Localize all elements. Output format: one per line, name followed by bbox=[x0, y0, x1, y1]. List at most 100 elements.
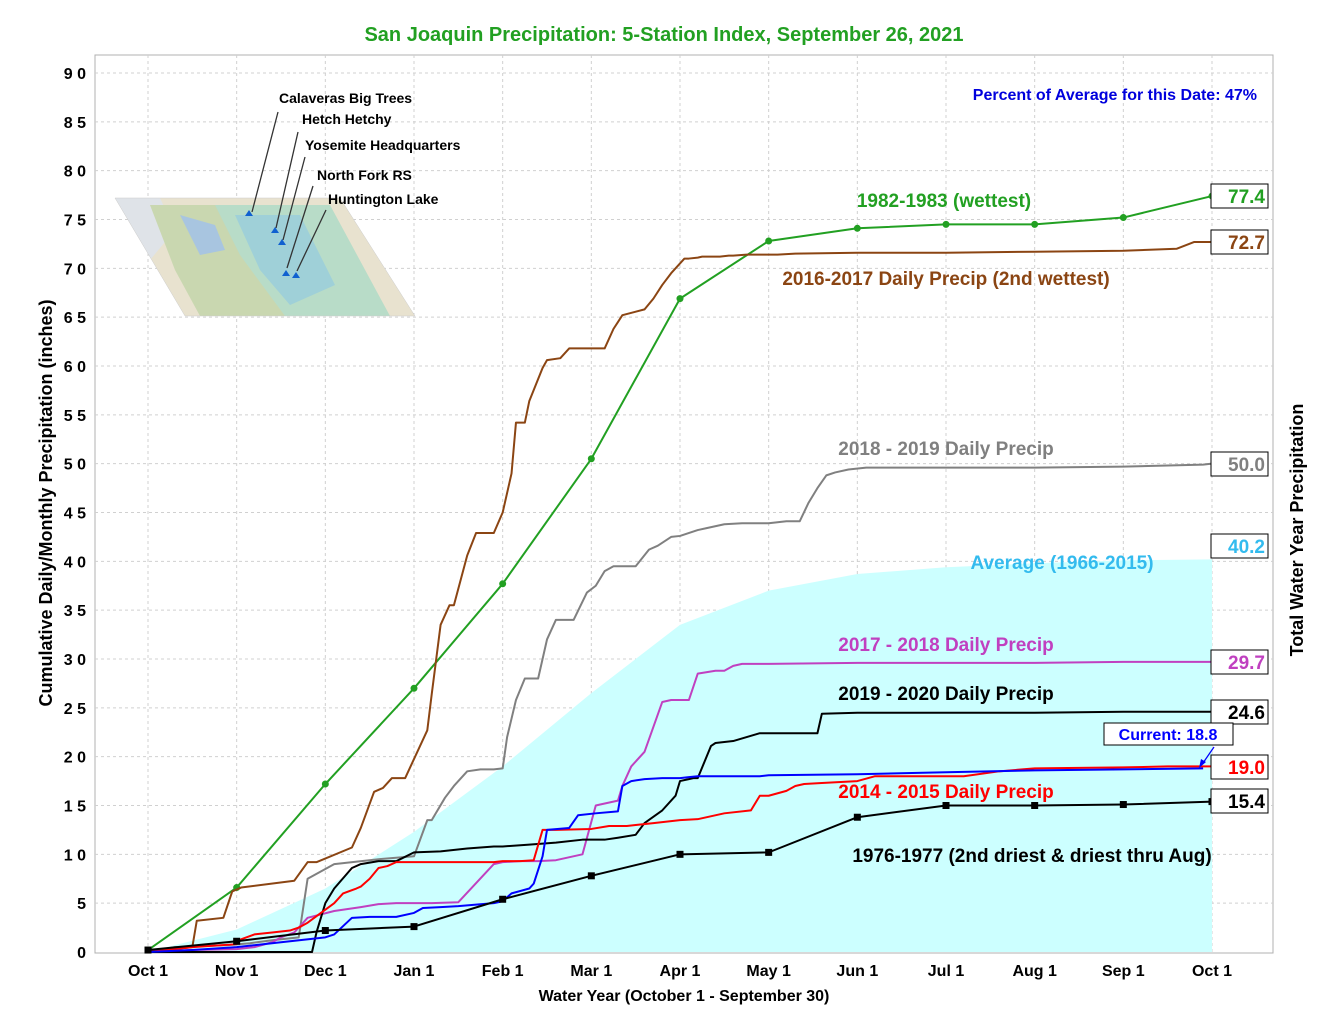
series-label-2016-2017-daily-precip-2nd-wettest: 2016-2017 Daily Precip (2nd wettest) bbox=[782, 269, 1109, 290]
data-point bbox=[1119, 214, 1127, 222]
data-point bbox=[1119, 801, 1127, 809]
map-label-yosemite: Yosemite Headquarters bbox=[305, 137, 461, 153]
total-box bbox=[1210, 229, 1269, 255]
x-tick-label: Dec 1 bbox=[304, 963, 347, 980]
series-line-2014-2015-daily-precip bbox=[147, 765, 1212, 953]
y-tick-labels: 0 5 1 0 1 5 2 0 2 5 3 0 3 5 4 0 4 5 5 0 5 5 6 0 6 5 7 … bbox=[64, 66, 86, 962]
data-point bbox=[410, 923, 418, 931]
current-label: Current: 18.8 bbox=[1119, 727, 1218, 744]
x-tick-label: Apr 1 bbox=[660, 963, 701, 980]
series-label-2019-2020-daily-precip: 2019 - 2020 Daily Precip bbox=[838, 684, 1053, 705]
x-tick-label: Feb 1 bbox=[482, 963, 524, 980]
series-line-2016-2017-daily-precip-2nd-wettest bbox=[147, 240, 1212, 953]
y-axis-label: Cumulative Daily/Monthly Precipitation (… bbox=[36, 299, 56, 706]
data-point bbox=[676, 295, 684, 303]
station-marker-icon bbox=[278, 239, 286, 245]
current-pointer bbox=[1202, 746, 1215, 764]
map-label-hetch-hetchy: Hetch Hetchy bbox=[302, 111, 392, 127]
y-tick-label: 7 5 bbox=[64, 213, 86, 230]
total-box bbox=[1210, 451, 1269, 477]
y-tick-label: 6 5 bbox=[64, 310, 86, 327]
y-tick-label: 5 bbox=[77, 896, 86, 913]
y-tick-label: 8 0 bbox=[64, 164, 86, 181]
data-point bbox=[321, 780, 329, 788]
data-point bbox=[676, 850, 684, 858]
current-box bbox=[1103, 722, 1234, 746]
percent-of-average: Percent of Average for this Date: 47% bbox=[973, 87, 1257, 104]
series-label-1982-1983-wettest: 1982-1983 (wettest) bbox=[857, 191, 1031, 212]
data-point bbox=[587, 872, 595, 880]
total-box bbox=[1210, 699, 1269, 725]
y-tick-label: 3 0 bbox=[64, 652, 86, 669]
series-line-2018-2019-daily-precip bbox=[147, 462, 1213, 953]
total-box bbox=[1210, 649, 1269, 675]
y-tick-label: 4 0 bbox=[64, 554, 86, 571]
data-point bbox=[765, 848, 773, 856]
y-tick-label: 2 5 bbox=[64, 701, 86, 718]
y-tick-label: 6 0 bbox=[64, 359, 86, 376]
station-marker-icon bbox=[292, 272, 300, 278]
total-box bbox=[1210, 183, 1269, 209]
y-tick-label: 5 5 bbox=[64, 408, 86, 425]
total-boxes: 77.4 72.7 50.0 40.2 29.7 24.6 19.0 15.4 bbox=[1210, 183, 1269, 814]
data-point bbox=[1031, 802, 1039, 809]
series-line-2019-2020-daily-precip bbox=[148, 710, 1212, 953]
x-tick-label: Sep 1 bbox=[1102, 963, 1145, 980]
current-arrow-icon bbox=[1199, 759, 1206, 768]
map-label-huntington: Huntington Lake bbox=[328, 191, 439, 207]
series-label-1976-1977-2nd-driest-driest-thru-aug: 1976-1977 (2nd driest & driest thru Aug) bbox=[852, 846, 1211, 867]
x-axis-label: Water Year (October 1 - September 30) bbox=[539, 988, 830, 1005]
y-tick-label: 0 bbox=[77, 945, 86, 962]
chart-title: San Joaquin Precipitation: 5-Station Ind… bbox=[364, 24, 963, 46]
map-label-north-fork: North Fork RS bbox=[317, 167, 412, 183]
series-layer bbox=[144, 192, 1216, 954]
y-tick-label: 1 0 bbox=[64, 847, 86, 864]
x-tick-label: Aug 1 bbox=[1012, 963, 1057, 980]
station-marker-icon bbox=[245, 210, 253, 216]
y-tick-label: 2 0 bbox=[64, 750, 86, 767]
series-line-series bbox=[147, 767, 1204, 953]
data-point bbox=[942, 802, 950, 809]
x-tick-label: Oct 1 bbox=[128, 963, 168, 980]
station-marker-icon bbox=[282, 270, 290, 276]
y-axis-label-right: Total Water Year Precipitation bbox=[1287, 404, 1307, 657]
data-point bbox=[942, 220, 950, 228]
data-point bbox=[587, 455, 595, 463]
data-point bbox=[499, 895, 507, 903]
data-point bbox=[410, 684, 418, 692]
x-tick-label: Jun 1 bbox=[836, 963, 878, 980]
series-labels: 1982-1983 (wettest) 2016-2017 Daily Preci… bbox=[782, 191, 1211, 867]
series-label-average-1966-2015: Average (1966-2015) bbox=[970, 553, 1153, 574]
x-tick-label: Oct 1 bbox=[1192, 963, 1232, 980]
total-value: 50.0 bbox=[1228, 455, 1265, 476]
total-value: 24.6 bbox=[1228, 703, 1265, 724]
total-value: 77.4 bbox=[1228, 187, 1265, 208]
total-box bbox=[1210, 788, 1269, 814]
data-point bbox=[233, 937, 241, 945]
y-tick-label: 8 5 bbox=[64, 115, 86, 132]
data-point bbox=[853, 224, 861, 232]
total-value: 40.2 bbox=[1228, 537, 1265, 558]
x-tick-label: Jul 1 bbox=[928, 963, 965, 980]
current-callout: Current: 18.8 bbox=[1103, 722, 1234, 768]
series-label-2017-2018-daily-precip: 2017 - 2018 Daily Precip bbox=[838, 635, 1053, 656]
data-point bbox=[144, 946, 152, 954]
data-point bbox=[765, 237, 773, 245]
y-tick-label: 7 0 bbox=[64, 261, 86, 278]
total-box bbox=[1210, 533, 1269, 559]
series-label-2014-2015-daily-precip: 2014 - 2015 Daily Precip bbox=[838, 782, 1053, 803]
data-point bbox=[1031, 220, 1039, 228]
y-tick-label: 4 5 bbox=[64, 506, 86, 523]
y-tick-label: 3 5 bbox=[64, 603, 86, 620]
x-tick-label: Jan 1 bbox=[394, 963, 435, 980]
x-tick-label: Mar 1 bbox=[570, 963, 612, 980]
x-tick-labels: Oct 1 Nov 1 Dec 1 Jan 1 Feb 1 Mar 1 Apr 1 May 1… bbox=[128, 963, 1232, 980]
y-tick-label: 1 5 bbox=[64, 799, 86, 816]
station-marker-icon bbox=[271, 227, 279, 233]
total-value: 29.7 bbox=[1228, 653, 1265, 674]
y-tick-label: 5 0 bbox=[64, 457, 86, 474]
data-point bbox=[499, 580, 507, 588]
map-label-calaveras: Calaveras Big Trees bbox=[279, 90, 412, 106]
total-value: 15.4 bbox=[1228, 792, 1265, 813]
